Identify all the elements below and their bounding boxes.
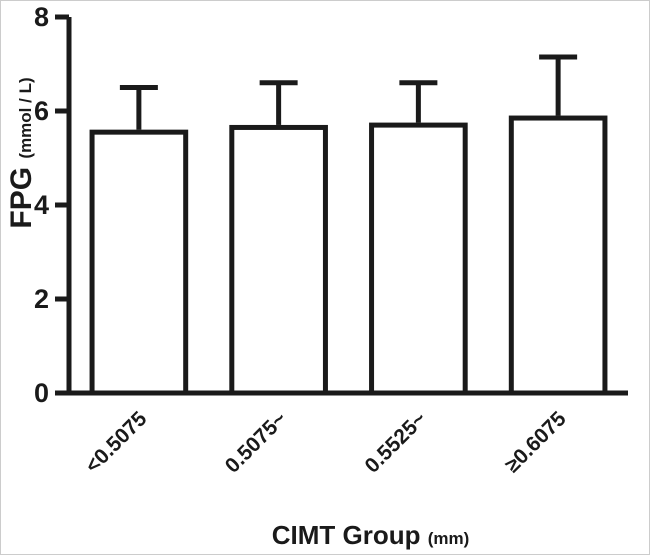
bar-1 bbox=[229, 124, 328, 396]
x-axis-title: CIMT Group (mm) bbox=[272, 520, 470, 550]
x-tick-label-1: 0.5075~ bbox=[221, 407, 291, 477]
bar-3 bbox=[508, 115, 608, 396]
y-tick-label-1: 2 bbox=[34, 284, 49, 314]
y-tick-label-2: 4 bbox=[34, 190, 49, 220]
bar-0 bbox=[89, 129, 189, 396]
y-tick-label-4: 8 bbox=[34, 2, 49, 32]
x-tick-label-2: 0.5525~ bbox=[361, 407, 431, 477]
y-tick-label-3: 6 bbox=[34, 96, 49, 126]
x-tick-label-0: <0.5075 bbox=[81, 407, 152, 478]
y-axis-title: FPG (mmol / L) bbox=[5, 77, 38, 228]
x-tick-label-3: ≥0.6075 bbox=[501, 407, 571, 477]
bar-2 bbox=[369, 122, 468, 396]
y-tick-label-0: 0 bbox=[34, 378, 49, 408]
